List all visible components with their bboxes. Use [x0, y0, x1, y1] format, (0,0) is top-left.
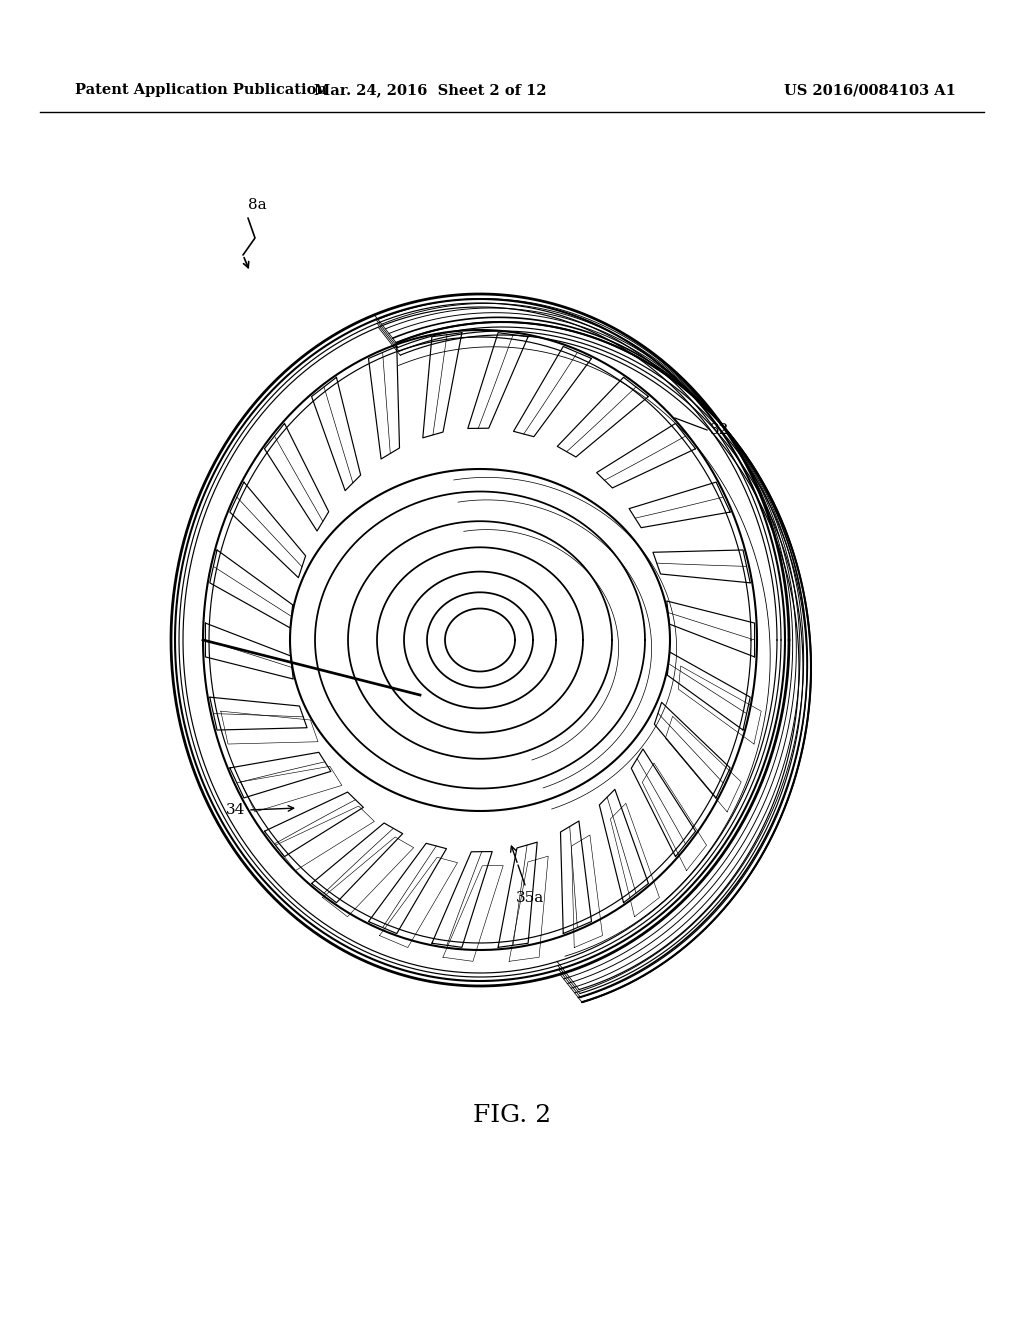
Text: Mar. 24, 2016  Sheet 2 of 12: Mar. 24, 2016 Sheet 2 of 12 [313, 83, 547, 96]
Text: 34: 34 [225, 803, 245, 817]
Text: 32: 32 [710, 422, 729, 437]
Text: 8a: 8a [248, 198, 266, 213]
Text: Patent Application Publication: Patent Application Publication [75, 83, 327, 96]
Text: FIG. 2: FIG. 2 [473, 1104, 551, 1126]
Text: 35a: 35a [516, 891, 544, 906]
Text: US 2016/0084103 A1: US 2016/0084103 A1 [784, 83, 956, 96]
